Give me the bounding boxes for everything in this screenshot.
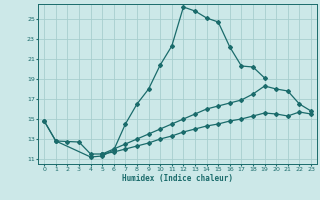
X-axis label: Humidex (Indice chaleur): Humidex (Indice chaleur) — [122, 174, 233, 183]
